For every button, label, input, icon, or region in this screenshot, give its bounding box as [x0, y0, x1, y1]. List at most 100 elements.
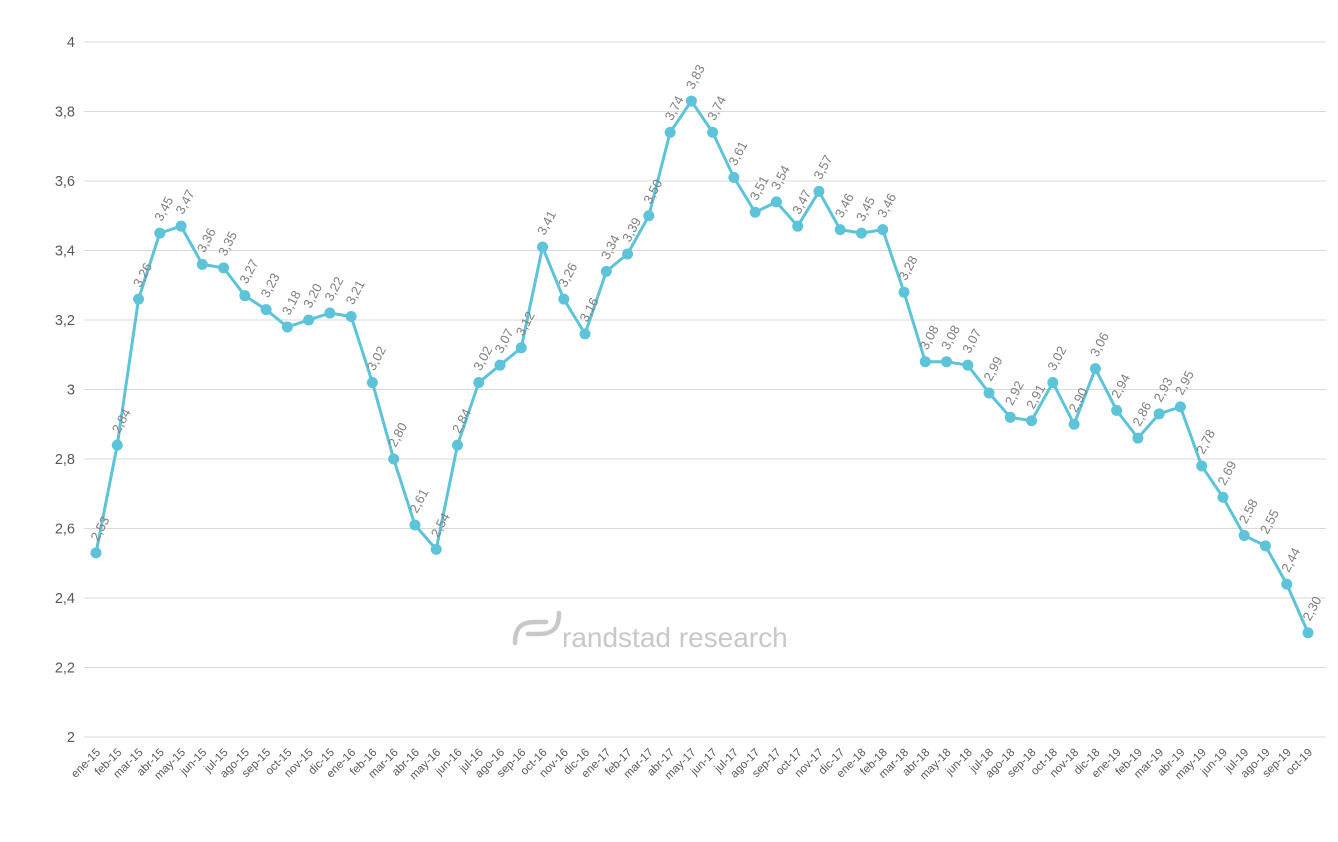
data-point-label: 3,26	[130, 260, 155, 289]
data-point-marker	[834, 224, 846, 236]
data-point-marker	[664, 126, 676, 138]
data-point-marker	[494, 359, 506, 371]
data-point-marker	[983, 387, 995, 399]
y-axis-tick-labels: 4 3,8 3,6 3,4 3,2 3 2,8 2,6 2,4 2,2 2	[55, 35, 75, 746]
data-point-label: 2,84	[109, 406, 134, 435]
data-point-label: 2,99	[980, 354, 1005, 383]
y-tick-label: 3,6	[55, 174, 75, 190]
data-point-label: 3,47	[172, 187, 197, 216]
data-point-label: 3,02	[1044, 344, 1069, 373]
data-point-label: 3,23	[258, 271, 283, 300]
data-point-label: 3,35	[215, 229, 240, 258]
data-point-marker	[1217, 491, 1229, 503]
data-point-marker	[90, 547, 102, 559]
data-point-marker	[558, 293, 570, 305]
data-point-marker	[366, 377, 378, 389]
data-point-label: 3,07	[959, 326, 984, 355]
data-point-label: 2,55	[1257, 507, 1282, 536]
data-point-marker	[1174, 401, 1186, 413]
data-point-marker	[1089, 363, 1101, 375]
watermark-text: randstad research	[562, 622, 788, 653]
data-point-marker	[281, 321, 293, 333]
y-tick-label: 2	[67, 730, 75, 746]
data-point-marker	[430, 543, 442, 555]
y-tick-label: 3,8	[55, 105, 75, 121]
data-point-marker	[919, 356, 931, 368]
data-point-marker	[792, 220, 804, 232]
data-point-marker	[473, 377, 485, 389]
data-point-label: 2,61	[406, 486, 431, 515]
data-point-marker	[685, 95, 697, 107]
data-point-marker	[749, 206, 761, 218]
data-point-labels: 2,532,843,263,453,473,363,353,273,233,18…	[87, 62, 1324, 623]
data-point-label: 3,54	[768, 163, 793, 192]
data-point-marker	[728, 172, 740, 184]
data-point-marker	[1196, 460, 1208, 472]
data-point-marker	[239, 290, 251, 302]
data-point-marker	[1153, 408, 1165, 420]
data-point-marker	[600, 265, 612, 277]
data-point-marker	[451, 439, 463, 451]
data-point-marker	[813, 185, 825, 197]
data-point-marker	[1302, 627, 1314, 639]
data-point-marker	[1047, 377, 1059, 389]
data-point-marker	[324, 307, 336, 319]
data-point-marker	[218, 262, 230, 274]
data-point-label: 3,74	[662, 93, 687, 122]
data-point-marker	[1026, 415, 1038, 427]
data-point-label: 3,27	[236, 257, 261, 286]
data-point-marker	[877, 224, 889, 236]
data-point-marker	[154, 227, 166, 239]
data-point-label: 3,83	[683, 62, 708, 91]
data-point-marker	[770, 196, 782, 208]
data-point-marker	[133, 293, 145, 305]
data-point-label: 3,26	[555, 260, 580, 289]
data-point-marker	[303, 314, 315, 326]
data-point-label: 3,57	[810, 152, 835, 181]
data-point-label: 2,54	[428, 510, 453, 539]
data-point-marker	[855, 227, 867, 239]
y-tick-label: 2,4	[55, 591, 75, 607]
y-tick-label: 4	[67, 35, 75, 51]
data-point-label: 3,46	[874, 191, 899, 220]
data-point-label: 3,45	[853, 194, 878, 223]
data-point-marker	[1238, 529, 1250, 541]
data-point-marker	[196, 258, 208, 270]
data-point-marker	[898, 286, 910, 298]
data-point-label: 3,06	[1087, 330, 1112, 359]
data-point-marker	[175, 220, 187, 232]
data-point-marker	[1281, 578, 1293, 590]
data-point-marker	[515, 342, 527, 354]
y-tick-label: 3	[67, 383, 75, 399]
data-point-label: 3,74	[704, 93, 729, 122]
y-tick-label: 2,6	[55, 522, 75, 538]
data-point-label: 3,08	[917, 323, 942, 352]
series-line	[94, 99, 1310, 635]
data-point-marker	[643, 210, 655, 222]
data-point-label: 2,95	[1172, 368, 1197, 397]
data-point-label: 2,44	[1278, 545, 1303, 574]
data-series	[90, 95, 1314, 639]
data-point-marker	[1132, 432, 1144, 444]
data-point-marker	[537, 241, 549, 253]
data-point-marker	[941, 356, 953, 368]
data-point-marker	[1004, 411, 1016, 423]
gridlines	[84, 41, 1326, 738]
data-point-label: 3,41	[534, 208, 559, 237]
data-point-label: 3,21	[343, 278, 368, 307]
data-point-marker	[1111, 404, 1123, 416]
data-point-label: 2,69	[1214, 458, 1239, 487]
data-point-marker	[260, 304, 272, 316]
y-tick-label: 3,4	[55, 244, 75, 260]
data-point-marker	[388, 453, 400, 465]
data-point-marker	[1068, 418, 1080, 430]
data-point-marker	[707, 126, 719, 138]
data-point-label: 2,58	[1236, 496, 1261, 525]
data-point-marker	[345, 311, 357, 323]
randstad-logo-icon	[512, 610, 562, 646]
data-point-label: 3,02	[364, 344, 389, 373]
y-tick-label: 2,2	[55, 661, 75, 677]
data-point-marker	[1259, 540, 1271, 552]
